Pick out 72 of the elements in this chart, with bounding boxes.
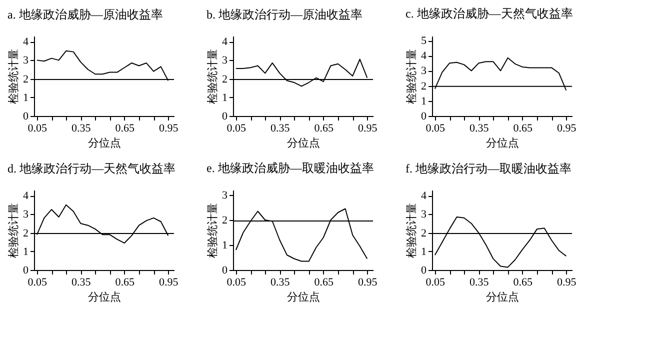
y-axis-title: 检验统计量 xyxy=(405,49,418,104)
x-tick-label: 0.35 xyxy=(270,276,290,288)
y-tick-label: 4 xyxy=(23,36,29,48)
chart-title: c. 地缘政治威胁—天然气收益率 xyxy=(406,6,573,21)
y-tick-label: 0 xyxy=(421,110,427,122)
y-tick-label: 4 xyxy=(23,190,29,202)
x-axis-title: 分位点 xyxy=(287,136,320,150)
x-tick-label: 0.95 xyxy=(557,276,577,288)
y-tick-label: 3 xyxy=(222,54,228,67)
y-axis-title: 检验统计量 xyxy=(206,49,219,104)
y-tick-label: 4 xyxy=(421,190,427,202)
x-tick-label: 0.35 xyxy=(72,122,92,134)
x-tick-label: 0.95 xyxy=(159,276,179,288)
x-axis-title: 分位点 xyxy=(88,290,121,304)
y-tick-label: 3 xyxy=(421,208,427,221)
chart-title: d. 地缘政治行动—天然气收益率 xyxy=(8,162,176,176)
y-tick-label: 3 xyxy=(23,208,29,221)
y-tick-label: 1 xyxy=(222,92,228,104)
y-tick-label: 2 xyxy=(421,80,426,92)
x-tick-label: 0.05 xyxy=(226,122,247,134)
y-tick-label: 5 xyxy=(421,35,427,48)
x-tick-label: 0.35 xyxy=(270,122,290,134)
x-tick-label: 0.35 xyxy=(470,122,490,134)
x-tick-label: 0.05 xyxy=(28,122,48,134)
x-tick-label: 0.35 xyxy=(72,276,92,288)
y-axis-title: 检验统计量 xyxy=(206,203,219,258)
x-tick-label: 0.65 xyxy=(314,276,334,288)
x-tick-label: 0.65 xyxy=(513,276,534,288)
x-axis-title: 分位点 xyxy=(88,136,121,150)
x-tick-label: 0.65 xyxy=(115,276,136,288)
x-tick-label: 0.65 xyxy=(314,122,334,134)
chart-title: e. 地缘政治威胁—取暖油收益率 xyxy=(206,161,374,175)
x-axis-title: 分位点 xyxy=(486,136,519,150)
y-tick-label: 4 xyxy=(222,36,228,48)
chart-title: f. 地缘政治行动—取暖油收益率 xyxy=(406,162,572,176)
x-axis-title: 分位点 xyxy=(287,290,320,304)
y-axis-title: 检验统计量 xyxy=(7,49,20,104)
x-tick-label: 0.05 xyxy=(28,276,48,288)
x-axis-title: 分位点 xyxy=(486,290,519,304)
x-tick-label: 0.95 xyxy=(358,276,378,288)
x-tick-label: 0.95 xyxy=(358,122,378,134)
x-tick-label: 0.65 xyxy=(513,122,534,134)
y-tick-label: 3 xyxy=(421,65,427,78)
x-tick-label: 0.95 xyxy=(557,122,577,134)
y-tick-label: 0 xyxy=(222,264,228,276)
y-tick-label: 2 xyxy=(222,214,228,226)
y-axis-title: 检验统计量 xyxy=(405,203,418,258)
y-tick-label: 2 xyxy=(421,227,426,240)
y-tick-label: 2 xyxy=(222,73,228,86)
y-tick-label: 3 xyxy=(23,54,29,67)
y-tick-label: 1 xyxy=(421,246,426,258)
x-tick-label: 0.95 xyxy=(159,122,179,134)
chart-title: b. 地缘政治行动—原油收益率 xyxy=(206,8,362,22)
y-tick-label: 2 xyxy=(23,73,28,86)
x-tick-label: 0.05 xyxy=(426,122,446,134)
y-tick-label: 0 xyxy=(222,110,228,122)
y-tick-label: 1 xyxy=(23,246,28,258)
x-tick-label: 0.65 xyxy=(115,122,136,134)
chart-title: a. 地缘政治威胁—原油收益率 xyxy=(8,8,163,22)
y-tick-label: 1 xyxy=(421,95,426,108)
y-tick-label: 0 xyxy=(421,264,427,276)
y-tick-label: 4 xyxy=(421,50,427,62)
y-tick-label: 0 xyxy=(23,110,29,122)
y-axis-title: 检验统计量 xyxy=(7,203,20,258)
y-tick-label: 1 xyxy=(23,92,28,104)
x-tick-label: 0.05 xyxy=(426,276,446,288)
y-tick-label: 1 xyxy=(222,240,228,252)
x-tick-label: 0.05 xyxy=(226,276,247,288)
y-tick-label: 2 xyxy=(23,227,28,240)
x-tick-label: 0.35 xyxy=(470,276,490,288)
y-tick-label: 0 xyxy=(23,264,29,276)
y-tick-label: 3 xyxy=(222,190,228,202)
